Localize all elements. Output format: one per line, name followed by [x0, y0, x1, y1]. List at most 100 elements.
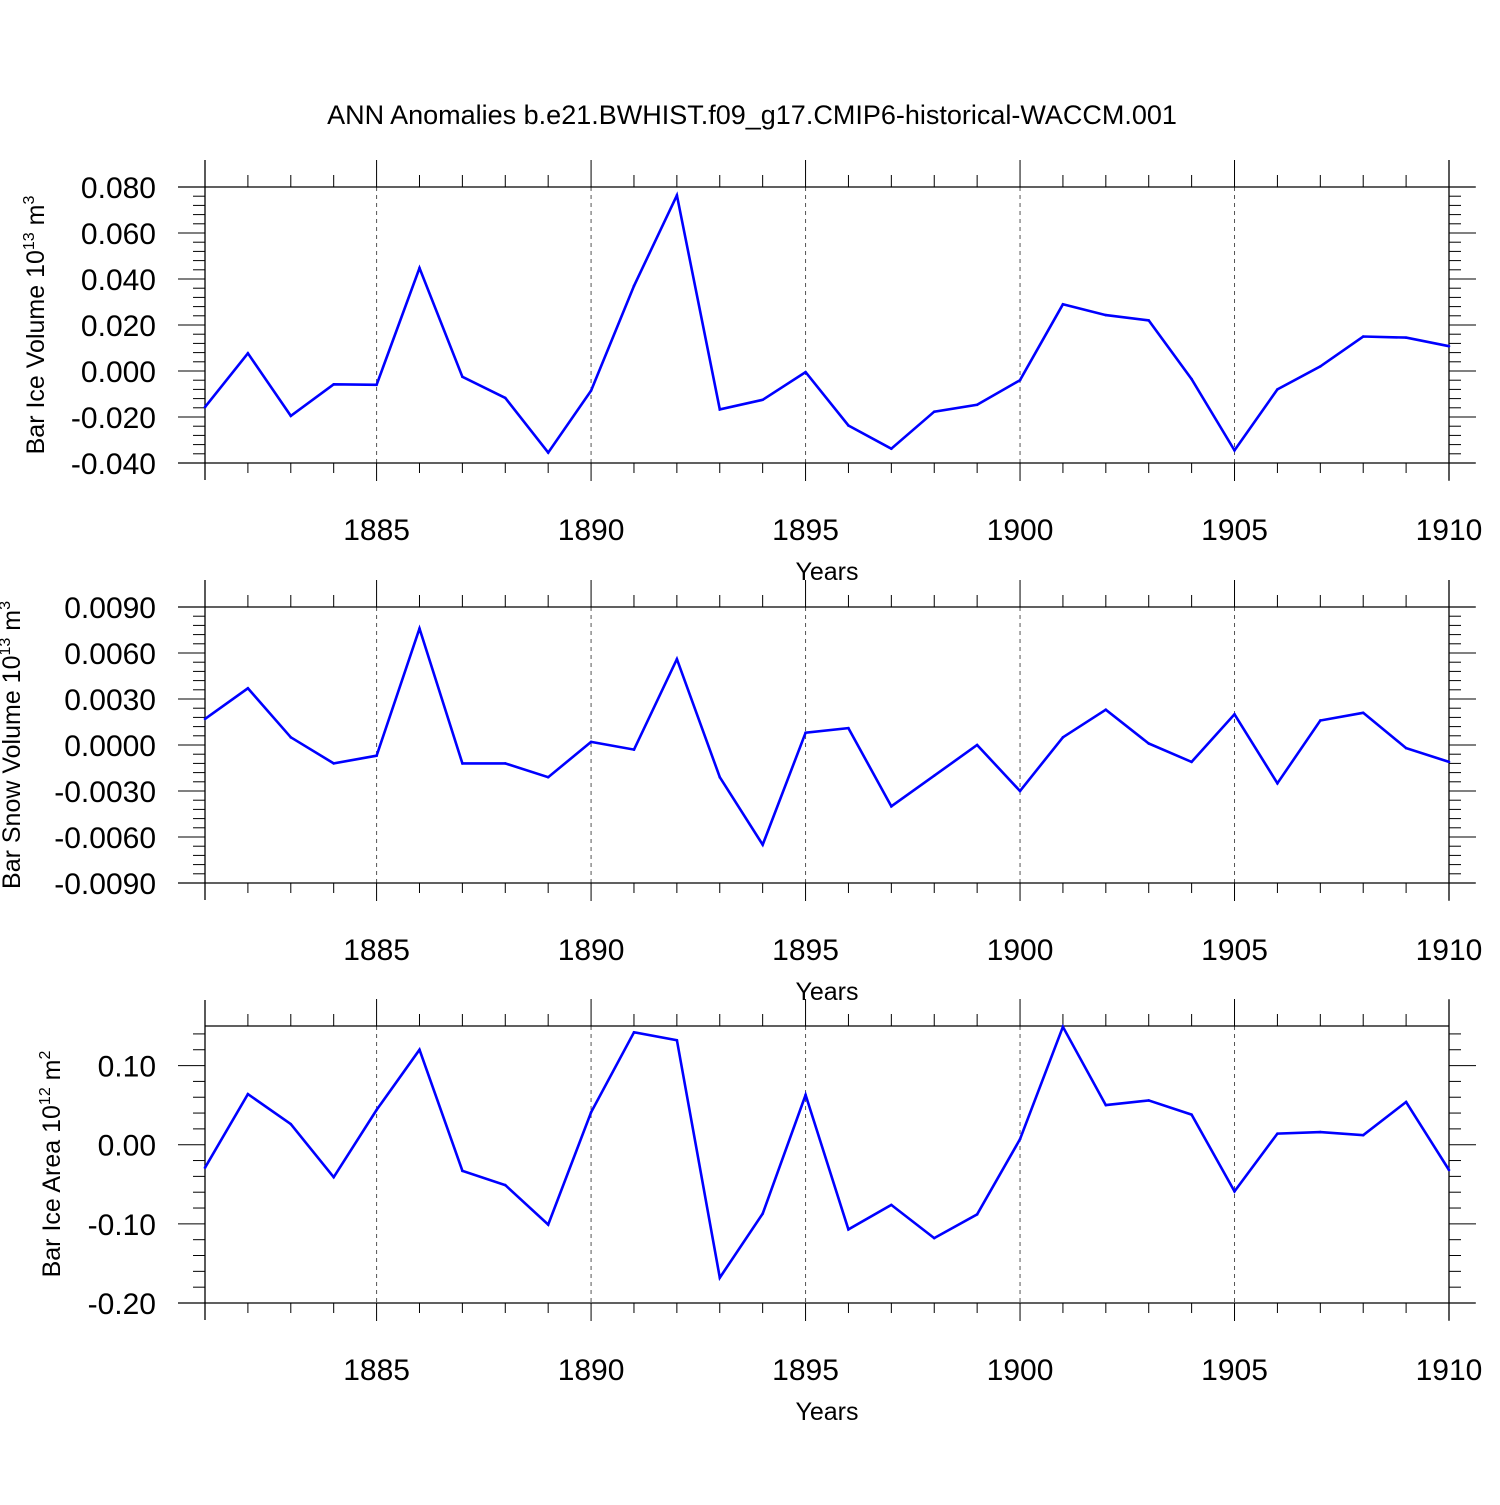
data-point [804, 731, 807, 735]
panel-3: -0.20 -0.10 0.00 0.10 1885 1890 1895 1900 1905 19… [37, 999, 1482, 1426]
y-axis-label: Bar Ice Volume 1013 m3 [21, 196, 50, 455]
data-point [1018, 378, 1022, 382]
x-tick-label: 1910 [1416, 934, 1483, 967]
x-tick-label: 1885 [343, 934, 410, 967]
data-point [589, 1110, 593, 1114]
data-point [1404, 746, 1408, 750]
data-point [932, 774, 936, 777]
data-point [203, 1166, 207, 1169]
y-axis-label: Bar Ice Area 1012 m2 [37, 1051, 66, 1278]
data-point [289, 1122, 293, 1126]
data-point [1061, 303, 1065, 306]
data-point [289, 736, 293, 739]
x-tick-label: 1890 [558, 934, 625, 967]
series-line [203, 191, 1450, 455]
data-point [975, 1213, 979, 1216]
data-point [503, 762, 507, 765]
data-point [1190, 377, 1193, 381]
data-point [1233, 713, 1236, 716]
data-point [1319, 1130, 1322, 1134]
data-point [1276, 388, 1279, 391]
data-point [718, 775, 722, 779]
data-point [1319, 719, 1322, 722]
data-point [246, 686, 250, 690]
y-tick-label: 0.000 [81, 356, 156, 389]
data-point [932, 410, 936, 414]
data-point [375, 1108, 378, 1112]
data-point [675, 1038, 679, 1042]
y-tick-label: -0.0060 [54, 822, 156, 855]
x-axis-label: Years [795, 1398, 858, 1426]
data-point [1147, 1099, 1151, 1102]
data-point [546, 451, 550, 454]
data-point [332, 1175, 335, 1179]
x-tick-label: 1900 [987, 934, 1054, 967]
data-point [1361, 1133, 1365, 1137]
x-tick-label: 1885 [343, 514, 410, 547]
series-line [203, 1023, 1451, 1282]
chart-title: ANN Anomalies b.e21.BWHIST.f09_g17.CMIP6… [327, 100, 1177, 130]
x-tick-label: 1895 [772, 1354, 839, 1387]
data-point [1061, 736, 1065, 739]
data-point [675, 657, 679, 661]
data-point [975, 403, 979, 407]
data-point [761, 398, 764, 402]
data-point [975, 743, 979, 747]
data-point [1190, 1113, 1193, 1116]
data-point [289, 414, 293, 418]
data-point [546, 1223, 550, 1226]
data-point [1018, 789, 1022, 793]
y-tick-label: -0.10 [88, 1209, 156, 1242]
y-tick-label: 0.060 [81, 218, 156, 251]
data-point [1276, 782, 1279, 785]
data-point [1190, 760, 1193, 764]
data-point [1404, 336, 1408, 339]
data-point [632, 284, 636, 288]
series-line [204, 624, 1450, 848]
data-point [546, 775, 550, 779]
data-point [1404, 1100, 1408, 1104]
data-point [1361, 335, 1365, 338]
data-point [890, 447, 893, 451]
data-point [503, 1183, 507, 1187]
y-tick-label: -0.0030 [54, 776, 156, 809]
x-tick-label: 1900 [987, 1354, 1054, 1387]
data-point [461, 762, 464, 765]
y-tick-label: 0.020 [81, 310, 156, 343]
x-tick-label: 1895 [772, 514, 839, 547]
x-tick-label: 1895 [772, 934, 839, 967]
data-point [203, 405, 207, 409]
data-point [890, 805, 893, 808]
data-point [503, 396, 507, 400]
y-tick-label: -0.20 [88, 1288, 156, 1321]
x-axis-label: Years [795, 978, 858, 1006]
data-point [332, 383, 335, 386]
data-point [847, 1228, 850, 1231]
data-point [1061, 1025, 1065, 1029]
data-point [1104, 708, 1108, 712]
data-point [1147, 742, 1151, 745]
data-point [932, 1236, 936, 1240]
data-point [890, 1203, 893, 1207]
x-tick-label: 1885 [343, 1354, 410, 1387]
data-point [718, 1276, 722, 1279]
y-tick-label: 0.040 [81, 264, 156, 297]
panel-2: -0.0090 -0.0060 -0.0030 0.0000 0.0030 0.0060 0… [0, 580, 1482, 1006]
data-point [1233, 449, 1236, 452]
data-point [1018, 1137, 1022, 1141]
data-point [1447, 344, 1451, 348]
data-point [761, 843, 764, 846]
data-point [461, 375, 464, 379]
data-point [246, 351, 250, 355]
data-point [1447, 760, 1451, 764]
x-tick-label: 1890 [558, 1354, 625, 1387]
data-point [1319, 365, 1322, 368]
y-tick-label: 0.00 [98, 1130, 156, 1163]
data-point [804, 1093, 807, 1097]
data-point [632, 748, 636, 751]
data-point [1147, 319, 1151, 322]
data-point [1276, 1132, 1279, 1135]
data-point [589, 389, 593, 392]
